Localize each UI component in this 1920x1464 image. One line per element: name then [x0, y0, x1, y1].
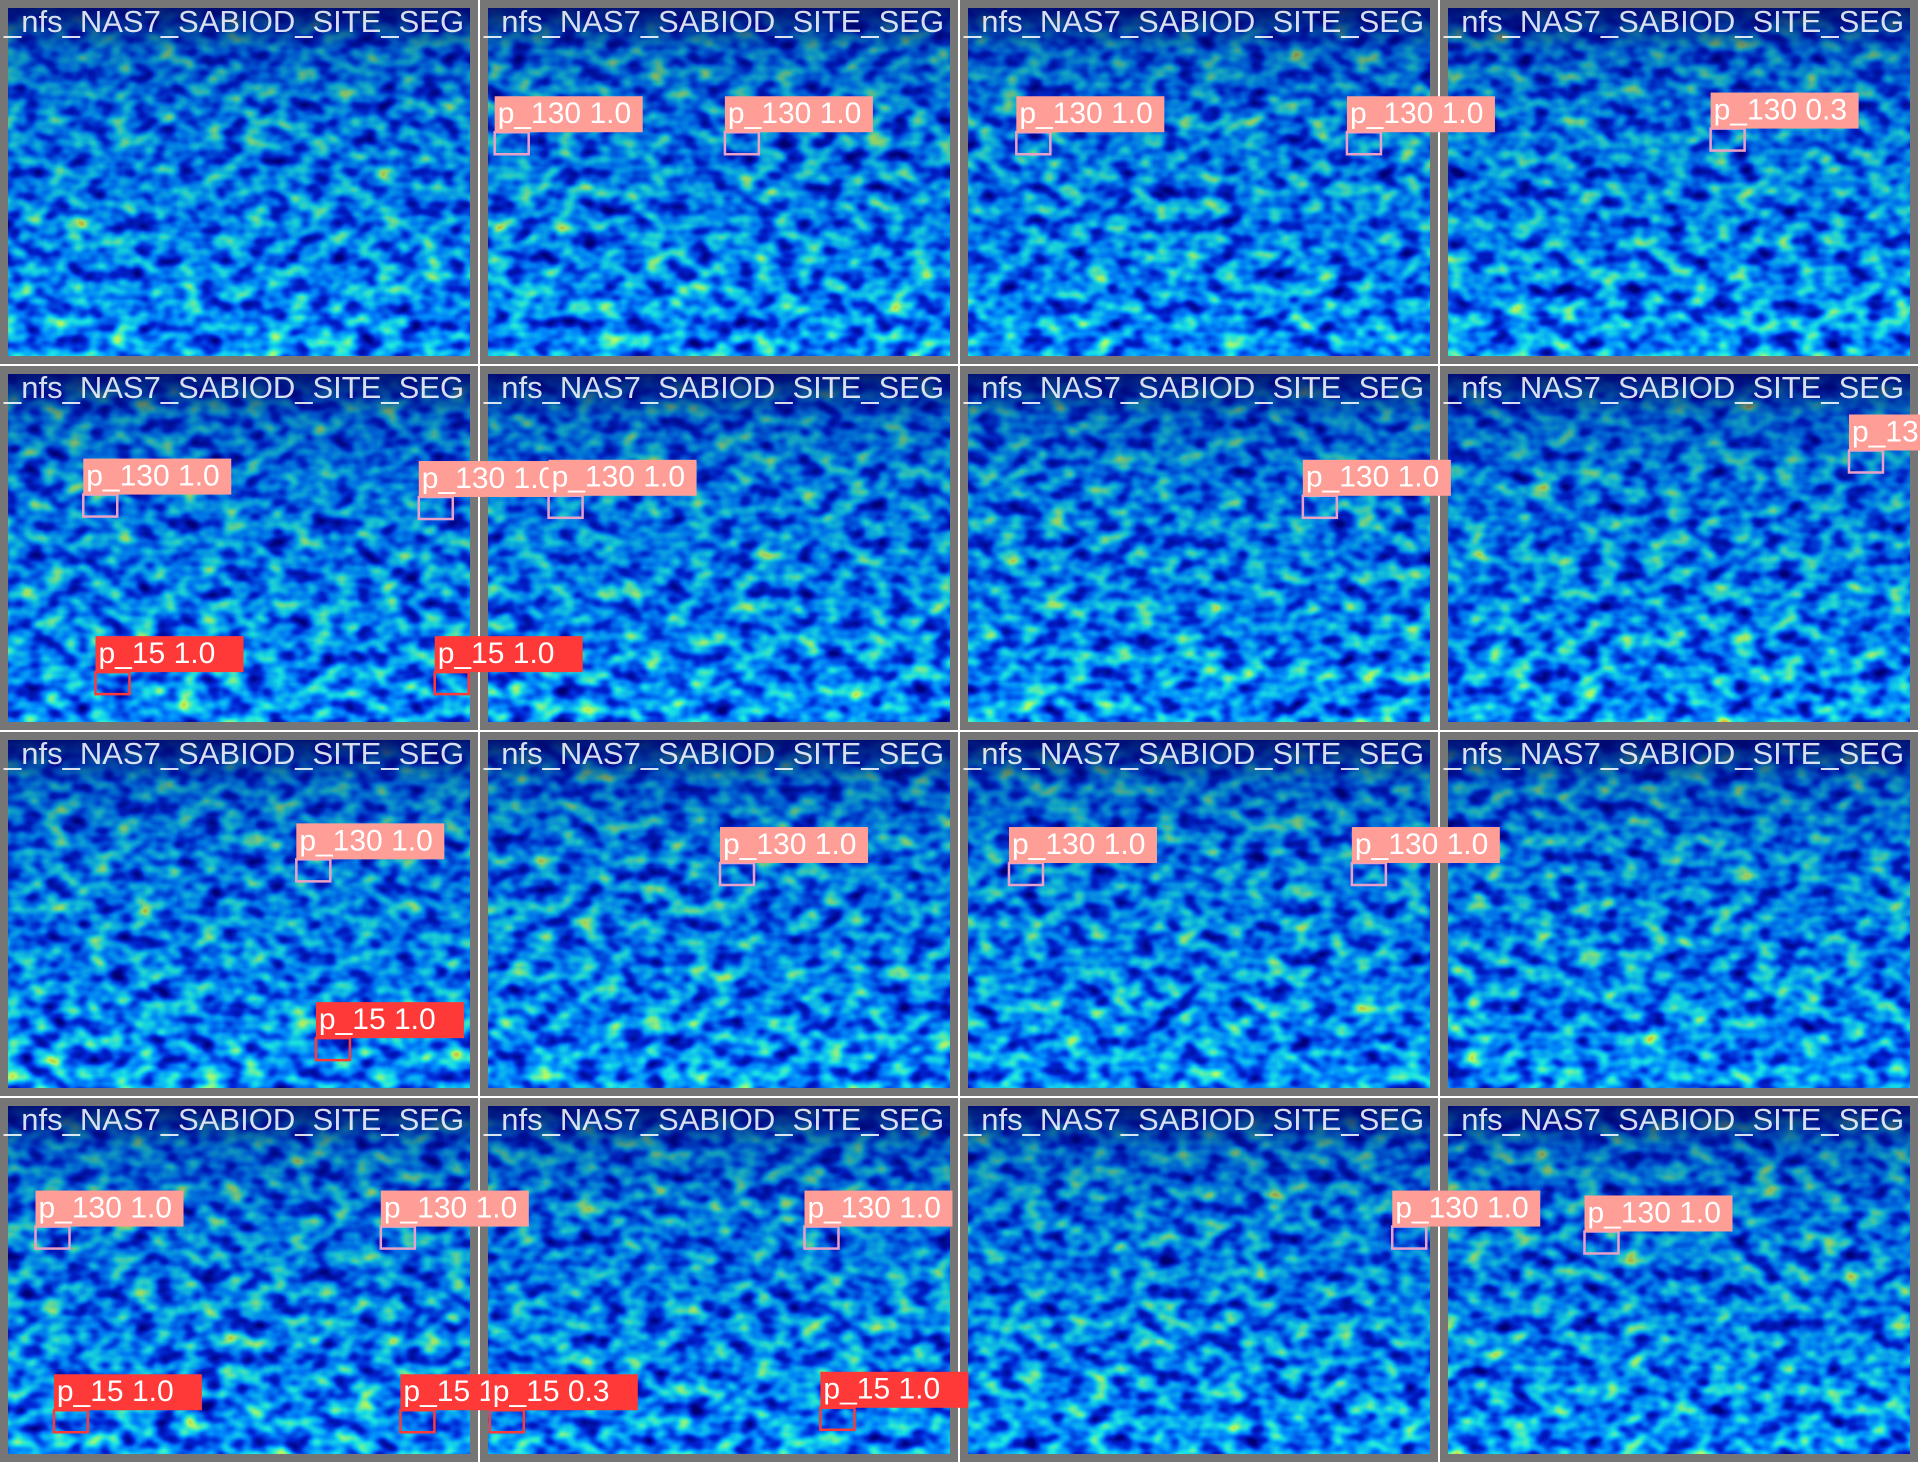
tile-title: _nfs_NAS7_SABIOD_SITE_SEG: [483, 4, 944, 39]
detection-label: p_130 1.0: [1306, 461, 1439, 494]
detection-label: p_130 1.0: [498, 97, 631, 130]
tile-title: _nfs_NAS7_SABIOD_SITE_SEG: [1443, 736, 1904, 771]
tile-title: _nfs_NAS7_SABIOD_SITE_SEG: [963, 736, 1424, 771]
detection-label: p_130 1.0: [299, 824, 432, 857]
detection-label: p_15 1.0: [823, 1373, 940, 1406]
spectrogram-shade: [1448, 1106, 1910, 1454]
detection-label: p_130 1.0: [728, 97, 861, 130]
detection-label: p_130 1.0: [384, 1191, 517, 1224]
label-bg: [720, 827, 868, 864]
tile-title: _nfs_NAS7_SABIOD_SITE_SEG: [963, 370, 1424, 405]
detection-label: p_130 1.0: [1395, 1191, 1528, 1224]
label-bg: [1584, 1195, 1733, 1232]
detection-label: p_130 1.0: [422, 462, 555, 495]
label-bg: [494, 96, 643, 133]
label-bg: [1848, 414, 1920, 451]
tile-title: _nfs_NAS7_SABIOD_SITE_SEG: [1443, 1102, 1904, 1137]
annotations: _nfs_NAS7_SABIOD_SITE_SEG _nfs_NAS7_SABIO…: [3, 4, 1920, 1434]
detection-label: p_15 1.0: [57, 1375, 174, 1408]
label-bg: [434, 636, 583, 673]
detection-label: p_15 1.0: [99, 637, 216, 670]
label-bg: [83, 458, 232, 495]
spectrogram-shade: [968, 1106, 1430, 1454]
label-bg: [53, 1374, 202, 1411]
tile-title: _nfs_NAS7_SABIOD_SITE_SEG: [963, 4, 1424, 39]
label-bg: [380, 1190, 529, 1227]
spectrogram-shade: [1448, 374, 1910, 722]
label-bg: [724, 96, 873, 133]
detection-label: p_130 1.0: [723, 828, 856, 861]
detection-label: p_130 1.0: [552, 461, 685, 494]
spectrogram-shade: [8, 8, 470, 356]
spectrogram-shade: [968, 740, 1430, 1088]
detection-label: p_130 1.0: [1587, 1196, 1720, 1229]
detection-label: p_130 0.3: [1714, 93, 1847, 126]
label-bg: [820, 1371, 969, 1408]
label-bg: [315, 1002, 464, 1039]
tile-title: _nfs_NAS7_SABIOD_SITE_SEG: [3, 736, 464, 771]
label-bg: [1302, 459, 1451, 496]
detection-label: p_130 1.0: [86, 459, 219, 492]
tile-title: _nfs_NAS7_SABIOD_SITE_SEG: [1443, 370, 1904, 405]
detection-label: p_15 0.3: [493, 1375, 610, 1408]
detection-label: p_15 1.0: [438, 637, 555, 670]
label-bg: [35, 1190, 184, 1227]
label-bg: [1016, 96, 1165, 133]
spectrogram-shade: [1448, 740, 1910, 1088]
label-bg: [1351, 827, 1500, 864]
detection-label: p_130 1.0: [1350, 97, 1483, 130]
label-bg: [804, 1190, 953, 1227]
label-bg: [418, 461, 567, 498]
tile-title: _nfs_NAS7_SABIOD_SITE_SEG: [483, 1102, 944, 1137]
spectrogram-shade: [488, 8, 950, 356]
label-bg: [1710, 92, 1859, 129]
spectrogram-shade: [968, 374, 1430, 722]
tile-title: _nfs_NAS7_SABIOD_SITE_SEG: [3, 1102, 464, 1137]
detection-label: p_15 1.0: [319, 1003, 436, 1036]
detection-label: p_130 1.0: [1019, 97, 1152, 130]
label-bg: [296, 823, 445, 860]
tile-title: _nfs_NAS7_SABIOD_SITE_SEG: [483, 370, 944, 405]
label-bg: [548, 459, 697, 496]
spectrogram-shade: [968, 8, 1430, 356]
tile-title: _nfs_NAS7_SABIOD_SITE_SEG: [483, 736, 944, 771]
detection-label: p_130 1.0: [1355, 828, 1488, 861]
spectrogram-shade: [1448, 8, 1910, 356]
detection-label: p_130 1.0: [39, 1191, 172, 1224]
detection-label: p_130 1.0: [1852, 415, 1920, 448]
tile-title: _nfs_NAS7_SABIOD_SITE_SEG: [1443, 4, 1904, 39]
tile-title: _nfs_NAS7_SABIOD_SITE_SEG: [3, 370, 464, 405]
spectrogram-shade: [488, 740, 950, 1088]
label-bg: [1008, 827, 1157, 864]
tile-title: _nfs_NAS7_SABIOD_SITE_SEG: [963, 1102, 1424, 1137]
tile-title: _nfs_NAS7_SABIOD_SITE_SEG: [3, 4, 464, 39]
detection-label: p_130 1.0: [1012, 828, 1145, 861]
label-bg: [1392, 1190, 1541, 1227]
label-bg: [95, 636, 244, 673]
detection-label: p_130 1.0: [807, 1191, 940, 1224]
label-bg: [489, 1374, 638, 1411]
label-bg: [1346, 96, 1495, 133]
